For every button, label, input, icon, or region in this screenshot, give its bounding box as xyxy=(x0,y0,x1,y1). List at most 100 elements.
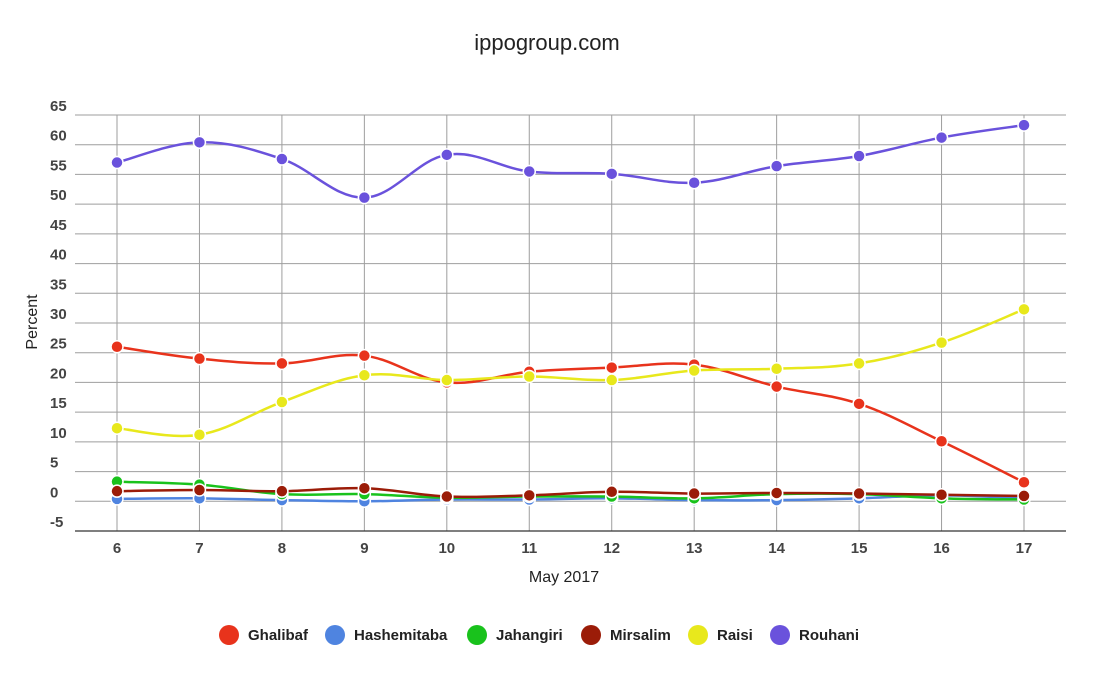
x-tick-label: 11 xyxy=(521,540,537,557)
data-point-raisi[interactable] xyxy=(192,427,207,442)
legend-item-jahangiri[interactable]: Jahangiri xyxy=(467,625,563,645)
legend-label: Jahangiri xyxy=(496,627,563,644)
data-point-rouhani[interactable] xyxy=(275,152,289,166)
data-point-mirsalim[interactable] xyxy=(522,488,537,503)
data-point-mirsalim[interactable] xyxy=(440,489,454,504)
data-point-raisi[interactable] xyxy=(769,362,784,376)
data-point-rouhani[interactable] xyxy=(522,164,537,179)
y-tick-label: 30 xyxy=(50,306,67,323)
y-tick-label: 25 xyxy=(50,336,67,353)
series-line-hashemitaba xyxy=(116,494,1025,503)
data-point-rouhani[interactable] xyxy=(687,175,701,190)
data-point-ghalibaf[interactable] xyxy=(769,379,784,394)
legend-label: Rouhani xyxy=(799,627,859,644)
data-point-ghalibaf[interactable] xyxy=(192,351,207,366)
x-tick-label: 16 xyxy=(933,540,950,557)
x-tick-label: 6 xyxy=(113,540,121,557)
data-point-rouhani[interactable] xyxy=(110,155,124,170)
data-point-ghalibaf[interactable] xyxy=(1017,475,1031,490)
x-tick-label: 15 xyxy=(851,540,868,557)
data-point-raisi[interactable] xyxy=(852,356,866,371)
y-tick-label: 5 xyxy=(50,455,58,472)
legend-swatch xyxy=(219,625,239,645)
data-point-raisi[interactable] xyxy=(440,373,454,387)
x-tick-label: 14 xyxy=(768,540,785,557)
x-tick-label: 10 xyxy=(438,540,455,557)
data-point-raisi[interactable] xyxy=(357,368,372,383)
legend-item-hashemitaba[interactable]: Hashemitaba xyxy=(325,625,448,645)
y-tick-label: 20 xyxy=(50,365,67,382)
data-point-rouhani[interactable] xyxy=(440,148,454,162)
data-point-rouhani[interactable] xyxy=(934,130,949,145)
data-point-mirsalim[interactable] xyxy=(687,486,701,501)
x-tick-label: 17 xyxy=(1016,540,1033,557)
chart-title: ippogroup.com xyxy=(474,30,620,55)
y-tick-label: 55 xyxy=(50,157,67,174)
data-point-ghalibaf[interactable] xyxy=(934,434,949,449)
data-point-rouhani[interactable] xyxy=(1017,118,1031,132)
series-line-mirsalim xyxy=(116,486,1025,499)
series-line-rouhani xyxy=(116,123,1025,199)
legend-label: Ghalibaf xyxy=(248,627,309,644)
data-points xyxy=(110,118,1031,509)
data-point-rouhani[interactable] xyxy=(852,149,866,163)
series-line-ghalibaf xyxy=(116,345,1025,484)
data-point-rouhani[interactable] xyxy=(769,159,784,173)
data-point-mirsalim[interactable] xyxy=(192,483,207,497)
data-point-ghalibaf[interactable] xyxy=(852,397,866,411)
x-tick-label: 13 xyxy=(686,540,703,557)
data-point-ghalibaf[interactable] xyxy=(275,356,289,371)
legend-item-ghalibaf[interactable]: Ghalibaf xyxy=(219,625,309,645)
data-point-mirsalim[interactable] xyxy=(275,484,289,498)
y-tick-label: 35 xyxy=(50,276,67,293)
data-point-mirsalim[interactable] xyxy=(110,484,124,498)
data-point-raisi[interactable] xyxy=(934,335,949,350)
y-tick-label: 60 xyxy=(50,128,67,145)
legend-swatch xyxy=(688,625,708,645)
legend-label: Raisi xyxy=(717,627,753,644)
legend-swatch xyxy=(467,625,487,645)
data-point-ghalibaf[interactable] xyxy=(604,360,619,375)
legend-swatch xyxy=(325,625,345,645)
data-point-raisi[interactable] xyxy=(522,369,537,384)
y-tick-label: 0 xyxy=(50,484,58,501)
data-point-rouhani[interactable] xyxy=(604,167,619,181)
y-tick-label: 40 xyxy=(50,247,67,264)
y-tick-label: 10 xyxy=(50,425,67,442)
data-point-mirsalim[interactable] xyxy=(1017,489,1031,503)
data-point-rouhani[interactable] xyxy=(192,135,207,150)
data-point-raisi[interactable] xyxy=(604,373,619,387)
data-point-ghalibaf[interactable] xyxy=(110,340,124,354)
axes: -5 0 5 10 15 20 25 30 35 40 45 50 55 60 65 6 7 8 9 10 11 12 13… xyxy=(50,98,1066,557)
y-tick-label: 15 xyxy=(50,395,67,412)
data-point-raisi[interactable] xyxy=(275,395,289,409)
legend-swatch xyxy=(770,625,790,645)
data-point-mirsalim[interactable] xyxy=(604,485,619,499)
data-point-raisi[interactable] xyxy=(1017,302,1031,317)
legend-item-mirsalim[interactable]: Mirsalim xyxy=(581,625,671,645)
series-line-raisi xyxy=(116,308,1025,438)
x-tick-label: 7 xyxy=(195,540,203,557)
data-point-raisi[interactable] xyxy=(687,363,701,378)
y-axis-title: Percent xyxy=(24,294,41,350)
series-lines xyxy=(116,123,1025,503)
legend-label: Hashemitaba xyxy=(354,627,448,644)
data-point-mirsalim[interactable] xyxy=(357,481,372,495)
grid xyxy=(75,114,1066,532)
y-tick-label: 65 xyxy=(50,98,67,115)
y-tick-label: 50 xyxy=(50,187,67,204)
legend-item-raisi[interactable]: Raisi xyxy=(688,625,753,645)
data-point-mirsalim[interactable] xyxy=(769,486,784,500)
data-point-ghalibaf[interactable] xyxy=(357,348,372,363)
data-point-mirsalim[interactable] xyxy=(934,487,949,502)
x-tick-label: 12 xyxy=(603,540,620,557)
legend-item-rouhani[interactable]: Rouhani xyxy=(770,625,859,645)
y-tick-label: 45 xyxy=(50,217,67,234)
data-point-rouhani[interactable] xyxy=(357,190,372,205)
legend-swatch xyxy=(581,625,601,645)
x-axis-title: May 2017 xyxy=(529,569,599,586)
data-point-mirsalim[interactable] xyxy=(852,486,866,501)
legend-label: Mirsalim xyxy=(610,627,671,644)
data-point-raisi[interactable] xyxy=(110,421,124,435)
